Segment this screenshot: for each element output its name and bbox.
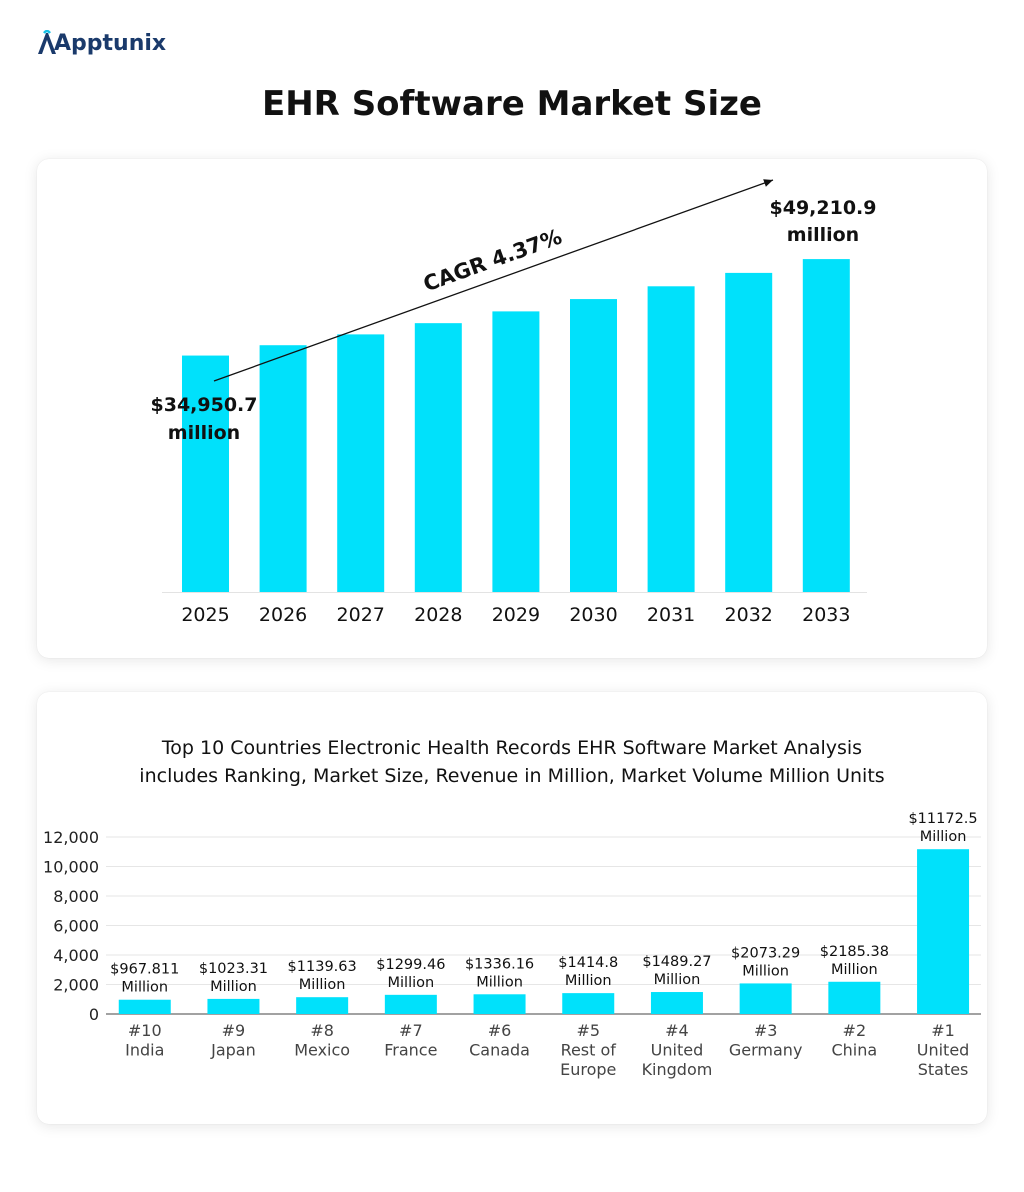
x-tick-label-rank-8-line-1: #8: [310, 1021, 334, 1040]
start-value-label: $34,950.7: [151, 394, 258, 416]
y-tick-label-10,000: 10,000: [43, 858, 99, 877]
data-label-value-rank-2: $2185.38: [820, 944, 889, 960]
bar-2025: [182, 355, 229, 592]
start-unit-label: million: [168, 422, 240, 444]
country-chart-title-line-1: Top 10 Countries Electronic Health Recor…: [161, 737, 863, 759]
x-tick-label-2030: 2030: [569, 604, 617, 626]
data-label-value-rank-8: $1139.63: [288, 959, 357, 975]
bar-rank-7: [384, 994, 437, 1014]
bar-rank-6: [473, 994, 526, 1014]
end-value-label: $49,210.9: [770, 197, 877, 219]
market-size-card: 2025 2026 2027 2028 2029 2030 2031 2032 2033 $34,…: [37, 159, 987, 658]
x-tick-label-2026: 2026: [259, 604, 307, 626]
bar-rank-8: [296, 997, 349, 1014]
data-label-value-rank-3: $2073.29: [731, 945, 800, 961]
bar-2027: [337, 334, 385, 592]
x-tick-label-2028: 2028: [414, 604, 462, 626]
y-tick-label-8,000: 8,000: [53, 887, 99, 906]
data-label-unit-rank-3: Million: [742, 963, 789, 979]
x-tick-label-2032: 2032: [725, 604, 773, 626]
x-tick-label-rank-9-line-1: #9: [222, 1021, 246, 1040]
data-label-unit-rank-6: Million: [476, 974, 523, 990]
bar-rank-10: [118, 999, 171, 1014]
x-tick-label-rank-4-line-3: Kingdom: [642, 1060, 713, 1079]
brand-logo: Apptunix: [36, 30, 166, 56]
bar-2029: [492, 311, 540, 592]
data-label-unit-rank-7: Million: [388, 975, 435, 991]
x-tick-label-rank-7-line-2: France: [384, 1041, 437, 1060]
data-label-unit-rank-1: Million: [920, 829, 967, 845]
data-label-value-rank-5: $1414.8: [558, 955, 618, 971]
data-label-unit-rank-4: Million: [654, 972, 701, 988]
data-label-value-rank-6: $1336.16: [465, 956, 534, 972]
x-tick-label-rank-2-line-2: China: [831, 1041, 877, 1060]
brand-name: Apptunix: [54, 30, 167, 56]
data-label-value-rank-4: $1489.27: [642, 954, 711, 970]
bar-2028: [414, 323, 462, 592]
bar-2033: [802, 259, 850, 592]
bar-rank-2: [828, 981, 881, 1014]
y-tick-label-2,000: 2,000: [53, 976, 99, 995]
x-tick-label-rank-1-line-3: States: [918, 1060, 969, 1079]
bar-2026: [259, 345, 307, 592]
x-tick-label-rank-1-line-2: United: [917, 1041, 970, 1060]
bar-2030: [570, 299, 617, 592]
country-chart-title-line-2: includes Ranking, Market Size, Revenue i…: [139, 765, 885, 787]
cagr-arrow-line: [213, 179, 774, 382]
end-unit-label: million: [787, 224, 859, 246]
x-tick-label-rank-1-line-1: #1: [931, 1021, 955, 1040]
data-label-value-rank-10: $967.811: [110, 962, 179, 978]
x-tick-label-2029: 2029: [492, 604, 540, 626]
page-title: EHR Software Market Size: [262, 84, 762, 124]
data-label-value-rank-1: $11172.5: [908, 811, 977, 827]
data-label-unit-rank-2: Million: [831, 962, 878, 978]
bar-rank-9: [207, 998, 260, 1014]
country-chart-title: Top 10 Countries Electronic Health Recor…: [37, 734, 987, 790]
cagr-label: CAGR 4.37%: [420, 225, 565, 297]
bar-2031: [647, 286, 695, 592]
x-tick-label-2027: 2027: [337, 604, 385, 626]
x-tick-label-rank-5-line-3: Europe: [560, 1060, 616, 1079]
x-tick-label-rank-3-line-1: #3: [754, 1021, 778, 1040]
x-tick-label-rank-6-line-2: Canada: [469, 1041, 530, 1060]
y-tick-label-4,000: 4,000: [53, 946, 99, 965]
x-tick-label-rank-7-line-1: #7: [399, 1021, 423, 1040]
bar-rank-5: [562, 993, 615, 1014]
x-tick-label-rank-10-line-1: #10: [128, 1021, 162, 1040]
country-analysis-card: Top 10 Countries Electronic Health Recor…: [37, 692, 987, 1124]
bar-rank-1: [917, 849, 970, 1014]
x-tick-label-rank-10-line-2: India: [125, 1041, 164, 1060]
bar-2032: [725, 272, 773, 592]
x-tick-label-rank-6-line-1: #6: [488, 1021, 512, 1040]
x-tick-label-rank-2-line-1: #2: [843, 1021, 867, 1040]
y-tick-label-12,000: 12,000: [43, 828, 99, 847]
data-label-unit-rank-10: Million: [121, 980, 168, 996]
data-label-value-rank-7: $1299.46: [376, 957, 445, 973]
market-size-chart: 2025 2026 2027 2028 2029 2030 2031 2032 2033 $34,…: [151, 179, 877, 626]
y-tick-label-6,000: 6,000: [53, 917, 99, 936]
x-tick-label-rank-5-line-2: Rest of: [561, 1041, 617, 1060]
x-tick-label-rank-4-line-2: United: [651, 1041, 704, 1060]
bar-rank-3: [739, 983, 792, 1014]
data-label-unit-rank-9: Million: [210, 979, 257, 995]
x-tick-label-rank-9-line-2: Japan: [210, 1041, 256, 1060]
x-tick-label-2025: 2025: [181, 604, 229, 626]
data-label-unit-rank-8: Million: [299, 977, 346, 993]
x-tick-label-rank-8-line-2: Mexico: [294, 1041, 350, 1060]
x-tick-label-rank-3-line-2: Germany: [729, 1041, 803, 1060]
x-tick-label-rank-5-line-1: #5: [576, 1021, 600, 1040]
country-chart: 0 2,000 4,000 6,000 8,000 10,000 12,000 $967.81…: [43, 811, 981, 1079]
apptunix-logo-icon: [38, 30, 56, 54]
data-label-value-rank-9: $1023.31: [199, 961, 268, 977]
y-tick-label-0: 0: [89, 1005, 99, 1024]
data-label-unit-rank-5: Million: [565, 973, 612, 989]
x-tick-label-2033: 2033: [802, 604, 850, 626]
bar-rank-4: [650, 992, 703, 1014]
x-tick-label-2031: 2031: [647, 604, 695, 626]
cagr-arrow-head: [763, 179, 773, 187]
x-tick-label-rank-4-line-1: #4: [665, 1021, 689, 1040]
